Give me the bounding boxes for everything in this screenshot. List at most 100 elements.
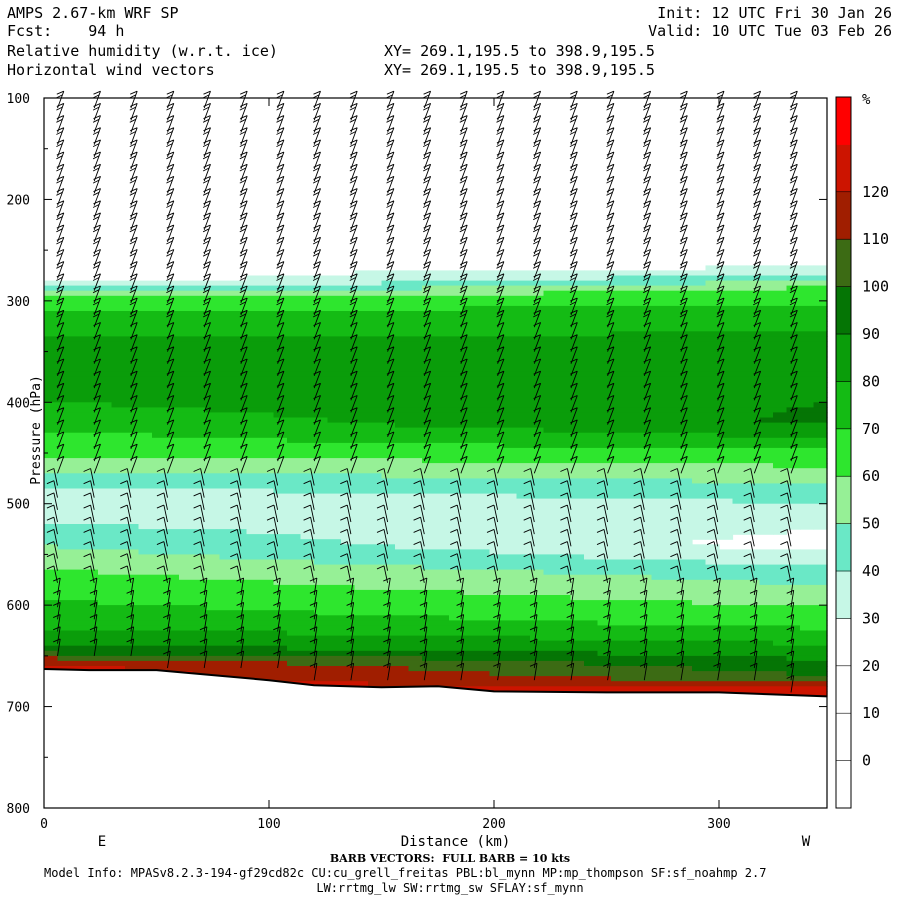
rh-cell	[462, 524, 477, 530]
rh-cell	[651, 605, 666, 611]
rh-cell	[111, 595, 126, 601]
rh-cell	[773, 564, 788, 571]
rh-cell	[44, 326, 59, 332]
rh-cell	[435, 422, 450, 429]
rh-cell	[395, 442, 410, 449]
rh-cell	[138, 402, 153, 408]
rh-cell	[489, 615, 504, 621]
rh-cell	[449, 666, 464, 672]
rh-cell	[624, 331, 639, 337]
rh-cell	[408, 311, 423, 317]
rh-cell	[800, 402, 815, 408]
rh-cell	[219, 427, 234, 434]
rh-cell	[503, 361, 518, 368]
rh-cell	[314, 645, 329, 652]
rh-cell	[287, 341, 302, 348]
rh-cell	[476, 356, 491, 363]
rh-cell	[611, 544, 626, 550]
rh-cell	[354, 488, 369, 495]
rh-cell	[314, 483, 329, 490]
rh-cell	[219, 549, 234, 556]
rh-cell	[71, 655, 86, 662]
rh-cell	[435, 427, 450, 434]
rh-cell	[341, 336, 356, 343]
rh-cell	[44, 650, 59, 657]
rh-cell	[192, 498, 207, 505]
rh-cell	[327, 447, 342, 454]
rh-cell	[287, 513, 302, 520]
rh-cell	[260, 366, 275, 373]
rh-cell	[516, 392, 531, 398]
rh-cell	[368, 513, 383, 520]
rh-cell	[678, 544, 693, 550]
rh-cell	[557, 676, 572, 682]
rh-cell	[678, 559, 693, 566]
rh-cell	[287, 635, 302, 642]
barb-flag	[130, 139, 138, 144]
rh-cell	[570, 610, 585, 616]
rh-cell	[746, 498, 761, 505]
rh-cell	[260, 579, 275, 586]
rh-cell	[57, 493, 72, 500]
rh-cell	[138, 508, 153, 515]
rh-cell	[692, 427, 707, 434]
rh-cell	[449, 376, 464, 383]
rh-cell	[422, 620, 437, 627]
rh-cell	[759, 518, 774, 525]
rh-cell	[800, 265, 815, 272]
rh-cell	[287, 382, 302, 388]
rh-cell	[813, 402, 828, 408]
rh-cell	[246, 610, 261, 616]
rh-cell	[476, 321, 491, 327]
rh-cell	[638, 498, 653, 505]
rh-cell	[449, 681, 464, 687]
rh-cell	[503, 453, 518, 459]
rh-cell	[192, 615, 207, 621]
rh-cell	[800, 483, 815, 490]
rh-cell	[773, 610, 788, 616]
rh-cell	[597, 392, 612, 398]
rh-cell	[138, 453, 153, 459]
rh-cell	[692, 478, 707, 485]
rh-cell	[206, 397, 221, 403]
rh-cell	[584, 432, 599, 439]
rh-cell	[705, 518, 720, 525]
rh-cell	[125, 280, 140, 287]
rh-cell	[746, 600, 761, 606]
rh-cell	[233, 483, 248, 490]
rh-cell	[516, 686, 531, 692]
rh-cell	[800, 295, 815, 302]
rh-cell	[287, 316, 302, 322]
rh-cell	[530, 666, 545, 672]
rh-cell	[381, 351, 396, 358]
rh-cell	[773, 295, 788, 302]
rh-cell	[422, 280, 437, 287]
rh-cell	[111, 539, 126, 545]
rh-cell	[71, 290, 86, 297]
rh-cell	[165, 412, 180, 419]
rh-cell	[273, 524, 288, 530]
barb-flag	[56, 273, 64, 278]
rh-cell	[611, 468, 626, 474]
rh-cell	[773, 569, 788, 576]
rh-cell	[759, 579, 774, 586]
rh-cell	[665, 407, 680, 414]
rh-cell	[206, 382, 221, 388]
rh-cell	[570, 569, 585, 576]
rh-cell	[543, 280, 558, 287]
rh-cell	[692, 559, 707, 566]
rh-cell	[111, 534, 126, 540]
rh-cell	[219, 503, 234, 510]
rh-cell	[813, 285, 828, 292]
rh-cell	[705, 341, 720, 348]
rh-cell	[530, 422, 545, 429]
rh-cell	[692, 640, 707, 647]
rh-cell	[260, 534, 275, 540]
rh-cell	[611, 275, 626, 282]
rh-cell	[719, 447, 734, 454]
rh-cell	[651, 366, 666, 373]
rh-cell	[246, 589, 261, 596]
rh-cell	[152, 280, 167, 287]
rh-cell	[557, 681, 572, 687]
rh-cell	[408, 605, 423, 611]
